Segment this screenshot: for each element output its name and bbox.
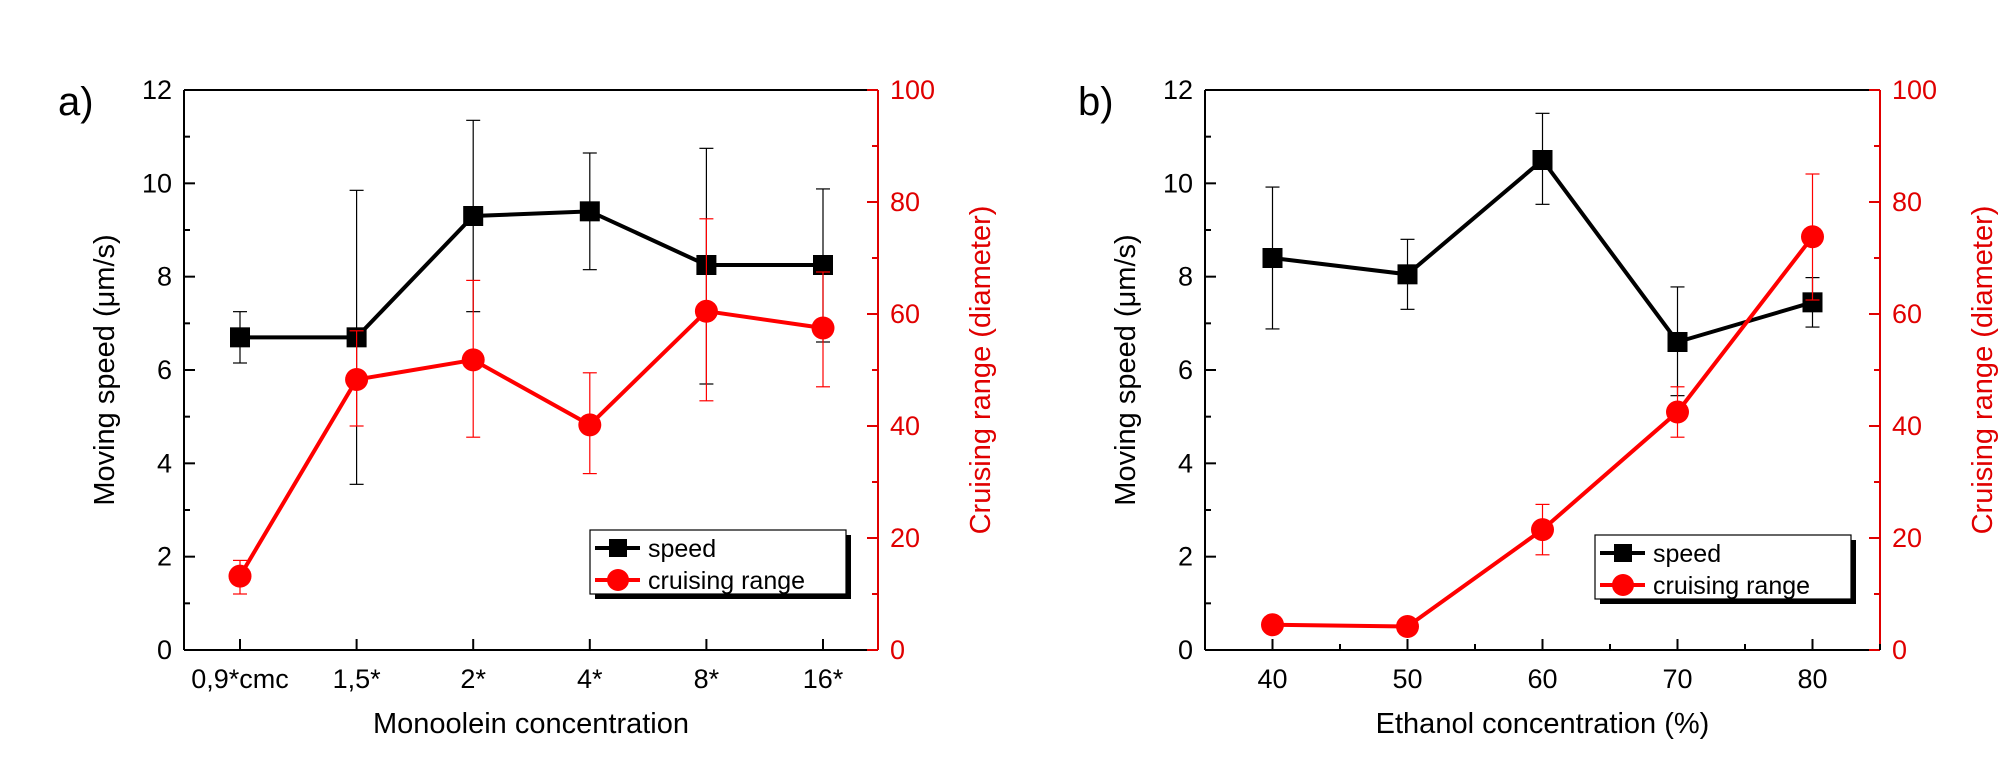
legend-box xyxy=(1594,534,1852,600)
speed-point xyxy=(230,327,250,348)
panel-b: b) 0 2 4 6 8 10 12 0 20 40 60 80 100 40 50 60 70 80 Ethanol… xyxy=(1078,75,1999,740)
x-tick-label: 0,9*cmc xyxy=(191,664,289,694)
x-axis-title: Monoolein concentration xyxy=(373,708,689,740)
x-tick-label: 1,5* xyxy=(333,664,382,694)
left-tick-label: 8 xyxy=(1178,262,1193,292)
cruising-range-point xyxy=(1666,400,1689,424)
x-tick-label: 70 xyxy=(1662,664,1692,694)
speed-point xyxy=(1802,292,1823,313)
right-tick-label: 60 xyxy=(1892,299,1922,329)
cruising-range-point xyxy=(1396,614,1419,638)
right-tick-label: 20 xyxy=(890,523,920,553)
legend-speed-label: speed xyxy=(1653,540,1721,568)
cruising-range-point xyxy=(1261,613,1284,637)
x-tick-label: 2* xyxy=(460,664,486,694)
left-tick-label: 6 xyxy=(1178,355,1193,385)
speed-point xyxy=(1532,150,1553,170)
legend-speed-label: speed xyxy=(648,535,716,563)
cruising-range-line xyxy=(238,309,824,578)
x-tick-label: 16* xyxy=(803,664,844,694)
cruising-range-point xyxy=(228,564,252,588)
left-tick-label: 4 xyxy=(1178,448,1193,478)
legend-speed-marker xyxy=(1614,544,1632,562)
speed-point xyxy=(813,255,833,275)
legend-cruising-range-marker xyxy=(1612,574,1634,596)
x-tick-label: 80 xyxy=(1797,664,1827,694)
speed-point xyxy=(1397,264,1418,285)
speed-point xyxy=(463,206,484,226)
legend-box xyxy=(589,529,847,595)
left-axis-title: Moving speed (μm/s) xyxy=(89,234,121,505)
left-tick-label: 4 xyxy=(157,448,172,478)
left-tick-label: 0 xyxy=(1178,635,1193,665)
left-tick-label: 10 xyxy=(142,168,172,198)
cruising-range-point xyxy=(345,368,369,392)
right-tick-label: 100 xyxy=(1892,75,1937,105)
left-axis-title: Moving speed (μm/s) xyxy=(1110,234,1142,505)
x-tick-label: 8* xyxy=(694,664,720,694)
cruising-range-point xyxy=(811,316,835,340)
left-tick-label: 2 xyxy=(1178,542,1193,572)
right-tick-label: 80 xyxy=(890,187,920,217)
speed-point xyxy=(579,201,600,222)
left-tick-label: 12 xyxy=(142,75,172,105)
x-tick-label: 60 xyxy=(1527,664,1557,694)
right-axis-title: Cruising range (diameter) xyxy=(1967,206,1999,535)
cruising-range-point xyxy=(1531,518,1554,542)
left-tick-label: 0 xyxy=(157,635,172,665)
x-tick-label: 4* xyxy=(577,664,603,694)
x-tick-label: 50 xyxy=(1392,664,1422,694)
panel-label: a) xyxy=(58,80,94,124)
left-tick-label: 8 xyxy=(157,262,172,292)
right-tick-label: 20 xyxy=(1892,523,1922,553)
x-axis-title: Ethanol concentration (%) xyxy=(1376,708,1710,740)
legend-cruising-range-marker xyxy=(607,569,629,591)
cruising-range-point xyxy=(461,348,485,372)
x-tick-label: 40 xyxy=(1257,664,1287,694)
speed-point xyxy=(1667,332,1688,352)
speed-line xyxy=(240,209,823,340)
right-tick-label: 60 xyxy=(890,299,920,329)
speed-point xyxy=(1262,248,1283,268)
legend-cruising-range-label: cruising range xyxy=(648,567,805,595)
right-tick-label: 80 xyxy=(1892,187,1922,217)
cruising-range-point xyxy=(1801,225,1824,249)
right-axis-title: Cruising range (diameter) xyxy=(965,206,997,535)
cruising-range-point xyxy=(578,413,602,437)
right-tick-label: 40 xyxy=(1892,411,1922,441)
right-tick-label: 0 xyxy=(890,635,905,665)
left-tick-label: 10 xyxy=(1163,168,1193,198)
panel-label: b) xyxy=(1078,80,1114,124)
panel-a: a) 0 2 4 6 8 10 12 0 20 40 60 80 100 0,9*cmc 1,5* 2* 4* 8*… xyxy=(58,75,997,740)
left-tick-label: 12 xyxy=(1163,75,1193,105)
legend-speed-marker xyxy=(609,539,627,557)
left-tick-label: 6 xyxy=(157,355,172,385)
right-tick-label: 0 xyxy=(1892,635,1907,665)
left-tick-label: 2 xyxy=(157,542,172,572)
cruising-range-point xyxy=(694,299,718,323)
right-tick-label: 100 xyxy=(890,75,935,105)
right-tick-label: 40 xyxy=(890,411,920,441)
legend-cruising-range-label: cruising range xyxy=(1653,572,1810,600)
